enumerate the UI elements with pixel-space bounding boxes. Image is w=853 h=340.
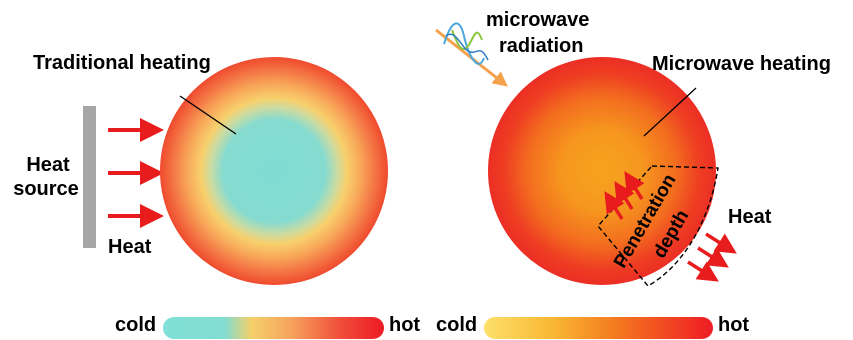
inward-heat-arrow xyxy=(604,191,625,220)
traditional-heating-panel: Traditional heating Heat source Heat xyxy=(13,52,388,285)
colorbar-gradient xyxy=(163,317,384,339)
colorbar-hot-label: hot xyxy=(718,314,749,336)
microwave-heating-label: Microwave heating xyxy=(652,53,831,75)
colorbar-cold-label: cold xyxy=(436,314,477,336)
microwave-heating-panel: microwave radiation Microwave heating Pe… xyxy=(435,9,831,287)
microwave-radiation-label-line2: radiation xyxy=(499,35,583,57)
microwave-radiation-label-line1: microwave xyxy=(486,9,589,31)
penetration-depth-region xyxy=(597,165,719,287)
traditional-heating-leader-line xyxy=(179,95,237,135)
outward-heat-arrow xyxy=(687,260,719,282)
colorbar-cold-label: cold xyxy=(115,314,156,336)
traditional-colorbar: cold hot xyxy=(115,314,420,339)
heat-source-label-line1: Heat xyxy=(26,154,70,176)
traditional-heating-label: Traditional heating xyxy=(33,52,211,74)
outward-heat-arrow xyxy=(697,246,729,268)
inward-heat-arrow xyxy=(624,171,645,200)
colorbar-hot-label: hot xyxy=(389,314,420,336)
microwave-heating-sphere xyxy=(488,57,716,285)
microwave-heating-leader-line xyxy=(643,87,697,137)
heat-label: Heat xyxy=(108,236,152,258)
outward-heat-arrow xyxy=(705,232,737,254)
microwave-wave-icon xyxy=(435,22,508,87)
traditional-heating-sphere xyxy=(160,57,388,285)
heat-source-plate xyxy=(83,106,96,248)
microwave-colorbar: cold hot xyxy=(436,314,749,339)
inward-heat-arrow xyxy=(614,181,635,210)
colorbar-gradient xyxy=(484,317,713,339)
heat-source-label-line2: source xyxy=(13,178,79,200)
microwave-heat-label: Heat xyxy=(728,206,772,228)
